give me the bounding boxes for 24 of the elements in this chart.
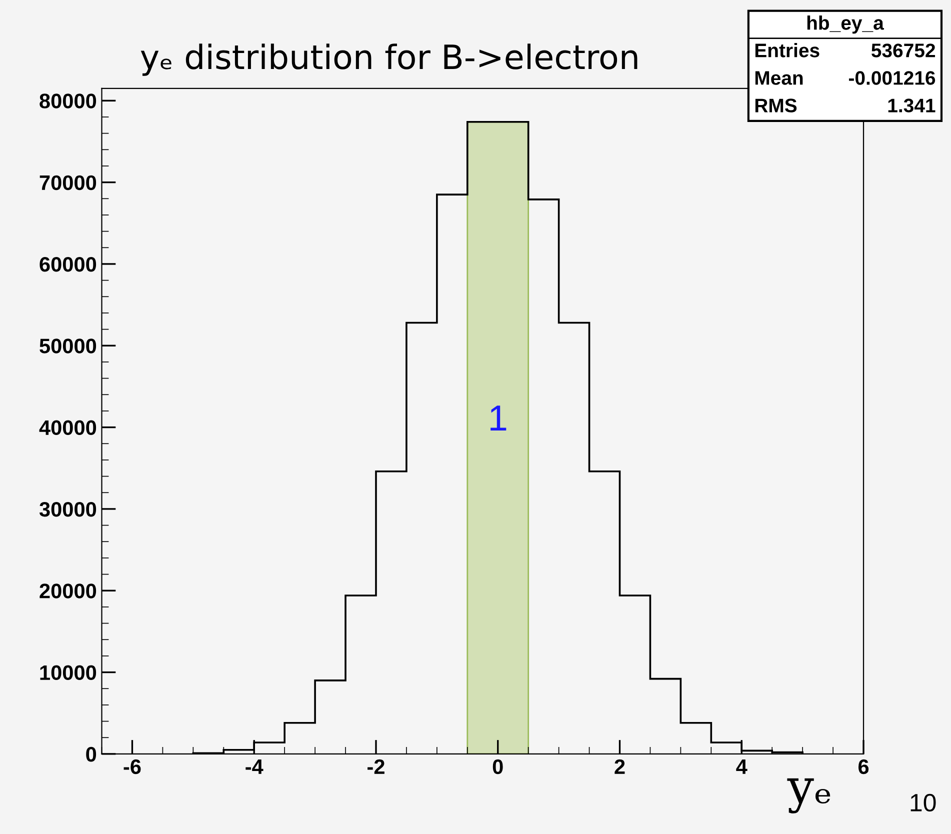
x-tick-label: 6	[858, 759, 869, 774]
y-tick-label: 70000	[40, 175, 96, 190]
text: 10	[910, 794, 936, 812]
y-tick-label: 40000	[39, 420, 96, 436]
x-axis-title: yₑ	[787, 778, 830, 814]
text: Mean -0.001216	[755, 71, 936, 85]
x-tick-label: -4	[246, 760, 264, 774]
chart-title: yₑ distribution for B->electron	[140, 44, 638, 76]
band-label: 1	[490, 406, 506, 431]
text: RMS 1.341	[755, 98, 936, 112]
text: Entries 536752	[755, 43, 936, 58]
y-tick-label: 60000	[40, 256, 96, 272]
y-tick-label: 0	[86, 746, 96, 762]
x-tick-label: -6	[124, 759, 141, 774]
y-tick-label: 50000	[40, 338, 96, 354]
x-tick-label: 2	[614, 759, 625, 774]
x-tick-label: 0	[492, 759, 503, 774]
text: hb_ey_a	[807, 16, 884, 34]
y-tick-label: 30000	[39, 502, 96, 517]
x-tick-label: -2	[368, 759, 384, 774]
y-tick-label: 10000	[40, 665, 96, 680]
y-tick-label: 80000	[40, 94, 96, 108]
x-tick-label: 4	[736, 760, 748, 774]
y-tick-label: 20000	[40, 584, 96, 598]
